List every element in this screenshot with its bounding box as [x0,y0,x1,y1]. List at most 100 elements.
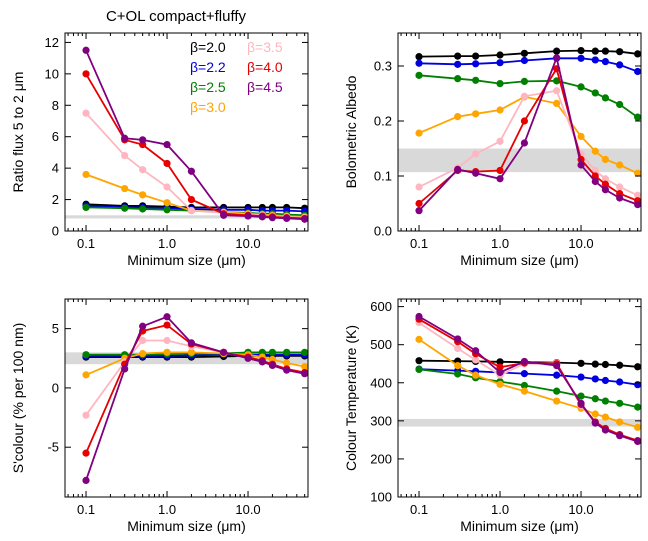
data-point [496,59,504,67]
y-tick-label: 5 [52,321,59,336]
data-point [472,76,480,84]
data-point [520,49,529,57]
data-point [268,348,277,356]
y-tick-label: 300 [370,413,392,428]
data-point [577,399,585,407]
data-point [577,161,585,169]
y-tick-label: 10 [45,66,59,81]
x-tick-label: 10.0 [235,502,260,517]
data-point [616,361,624,369]
data-point [496,175,504,183]
y-tick-label: -5 [47,440,59,455]
panel-colour-temperature: 0.1 1.0 10.0 100 200 300 400 500 600 Minimum size… [343,298,642,534]
data-point [553,371,561,379]
data-point [634,67,641,76]
data-point [577,359,585,367]
data-point [591,395,599,403]
data-point [634,50,641,58]
data-point [121,204,129,212]
data-point [634,437,641,446]
data-point [616,161,624,169]
y-tick-label: 4 [52,161,59,176]
y-axis-title: Ratio flux 5 to 2 μm [10,72,26,193]
data-point [496,106,504,114]
y-tick-label: 400 [370,375,392,390]
data-point [601,360,610,369]
y-tick-label: 0.2 [374,114,392,129]
data-point [187,339,196,347]
data-point [577,392,585,400]
data-point [553,54,561,62]
data-point [601,180,610,188]
legend-entry: β=4.5 [247,79,283,95]
data-point [591,419,599,427]
data-point [520,370,529,378]
data-point [553,99,561,107]
data-point [454,335,462,343]
data-point [634,423,641,431]
data-point [283,348,291,356]
data-point [520,381,529,390]
data-point [520,139,529,147]
data-point [415,59,423,67]
data-point [601,175,610,183]
data-point [591,147,599,155]
data-point [616,418,624,426]
data-point [139,322,147,330]
data-point [163,140,171,149]
data-point [139,205,147,213]
data-point [472,356,480,364]
data-point [82,170,90,179]
data-point [601,186,610,194]
data-point [220,348,228,356]
data-point [163,199,171,207]
data-point [616,194,624,202]
data-point [591,410,599,418]
data-point [163,159,171,168]
data-point [520,387,529,395]
legend-entry: β=3.0 [190,99,226,115]
data-point [591,89,599,97]
axes-frame [397,32,642,232]
data-point [283,214,291,223]
data-point [591,47,599,55]
data-point [121,365,129,373]
data-point [244,354,252,362]
data-point [415,53,423,61]
y-tick-label: 0 [52,380,59,395]
data-point [601,47,610,55]
data-point [616,48,624,56]
data-point [82,46,90,54]
data-point [415,199,423,208]
data-point [82,449,90,457]
data-point [520,56,529,65]
data-point [82,109,90,117]
data-point [415,357,423,365]
data-point [472,150,480,158]
data-point [220,211,228,219]
data-point [591,56,599,64]
data-point [634,403,641,411]
data-point [415,207,423,215]
data-point [553,362,561,370]
data-point [472,371,480,379]
legend-entry: β=2.0 [190,39,226,55]
data-point [163,183,171,191]
data-point [163,336,171,345]
data-point [601,376,610,385]
data-point [187,167,196,175]
data-point [577,54,585,62]
data-point [301,215,308,223]
data-point [268,214,277,222]
x-tick-label: 0.1 [77,236,95,251]
data-point [520,92,529,100]
data-point [601,155,610,164]
data-point [82,476,90,485]
data-point [258,213,266,221]
data-point [472,110,480,118]
x-tick-label: 1.0 [158,236,176,251]
data-point [283,366,291,374]
data-point [553,397,561,405]
data-point [601,413,610,421]
data-point [591,172,599,180]
